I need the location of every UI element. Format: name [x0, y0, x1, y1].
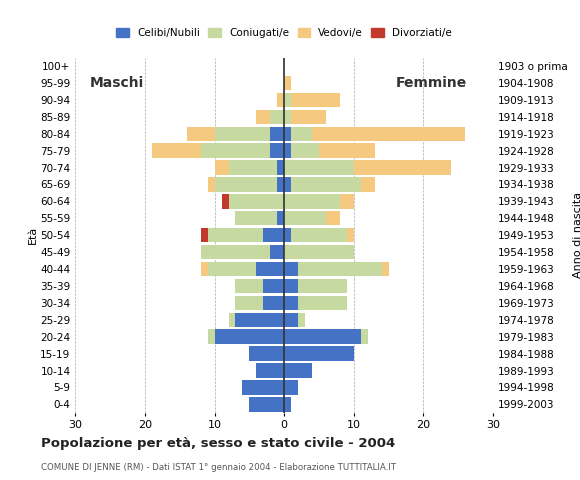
Bar: [354, 160, 451, 175]
Bar: [298, 279, 347, 293]
Bar: [291, 228, 347, 242]
Bar: [242, 380, 284, 395]
Bar: [152, 144, 201, 158]
Bar: [229, 312, 235, 327]
Bar: [291, 144, 319, 158]
Bar: [291, 109, 326, 124]
Bar: [347, 228, 354, 242]
Bar: [187, 127, 215, 141]
Bar: [284, 312, 298, 327]
Bar: [270, 109, 284, 124]
Bar: [326, 211, 340, 226]
Bar: [284, 144, 291, 158]
Bar: [208, 228, 263, 242]
Bar: [340, 194, 354, 209]
Bar: [201, 144, 270, 158]
Bar: [270, 127, 284, 141]
Bar: [235, 211, 277, 226]
Bar: [215, 329, 284, 344]
Bar: [215, 127, 270, 141]
Bar: [208, 262, 256, 276]
Bar: [284, 347, 354, 361]
Bar: [249, 347, 284, 361]
Bar: [312, 127, 465, 141]
Bar: [361, 177, 375, 192]
Bar: [201, 262, 208, 276]
Bar: [284, 211, 326, 226]
Bar: [284, 245, 354, 259]
Bar: [229, 160, 277, 175]
Bar: [284, 329, 361, 344]
Text: Maschi: Maschi: [89, 76, 144, 90]
Bar: [277, 177, 284, 192]
Bar: [361, 329, 368, 344]
Bar: [284, 363, 312, 378]
Bar: [263, 296, 284, 310]
Bar: [256, 109, 270, 124]
Bar: [284, 262, 298, 276]
Legend: Celibi/Nubili, Coniugati/e, Vedovi/e, Divorziati/e: Celibi/Nubili, Coniugati/e, Vedovi/e, Di…: [112, 24, 456, 42]
Bar: [249, 397, 284, 411]
Bar: [263, 279, 284, 293]
Y-axis label: Età: Età: [27, 226, 38, 244]
Bar: [284, 296, 298, 310]
Bar: [284, 76, 291, 90]
Bar: [208, 177, 215, 192]
Bar: [222, 194, 229, 209]
Bar: [256, 262, 284, 276]
Bar: [291, 93, 340, 107]
Bar: [298, 312, 305, 327]
Bar: [284, 397, 291, 411]
Bar: [201, 245, 270, 259]
Bar: [284, 109, 291, 124]
Text: Popolazione per età, sesso e stato civile - 2004: Popolazione per età, sesso e stato civil…: [41, 437, 395, 450]
Bar: [291, 177, 361, 192]
Bar: [284, 177, 291, 192]
Bar: [284, 93, 291, 107]
Bar: [263, 228, 284, 242]
Bar: [277, 93, 284, 107]
Bar: [229, 194, 284, 209]
Bar: [319, 144, 375, 158]
Bar: [284, 127, 291, 141]
Bar: [270, 144, 284, 158]
Bar: [291, 127, 312, 141]
Bar: [284, 279, 298, 293]
Bar: [256, 363, 284, 378]
Bar: [235, 312, 284, 327]
Text: Femmine: Femmine: [396, 76, 467, 90]
Bar: [284, 160, 354, 175]
Bar: [235, 296, 263, 310]
Bar: [298, 262, 382, 276]
Bar: [201, 228, 208, 242]
Bar: [277, 160, 284, 175]
Bar: [270, 245, 284, 259]
Bar: [277, 211, 284, 226]
Bar: [208, 329, 215, 344]
Bar: [382, 262, 389, 276]
Text: COMUNE DI JENNE (RM) - Dati ISTAT 1° gennaio 2004 - Elaborazione TUTTITALIA.IT: COMUNE DI JENNE (RM) - Dati ISTAT 1° gen…: [41, 463, 396, 472]
Bar: [298, 296, 347, 310]
Bar: [284, 194, 340, 209]
Bar: [284, 228, 291, 242]
Y-axis label: Anno di nascita: Anno di nascita: [573, 192, 580, 278]
Bar: [235, 279, 263, 293]
Bar: [215, 177, 277, 192]
Bar: [215, 160, 229, 175]
Bar: [284, 380, 298, 395]
